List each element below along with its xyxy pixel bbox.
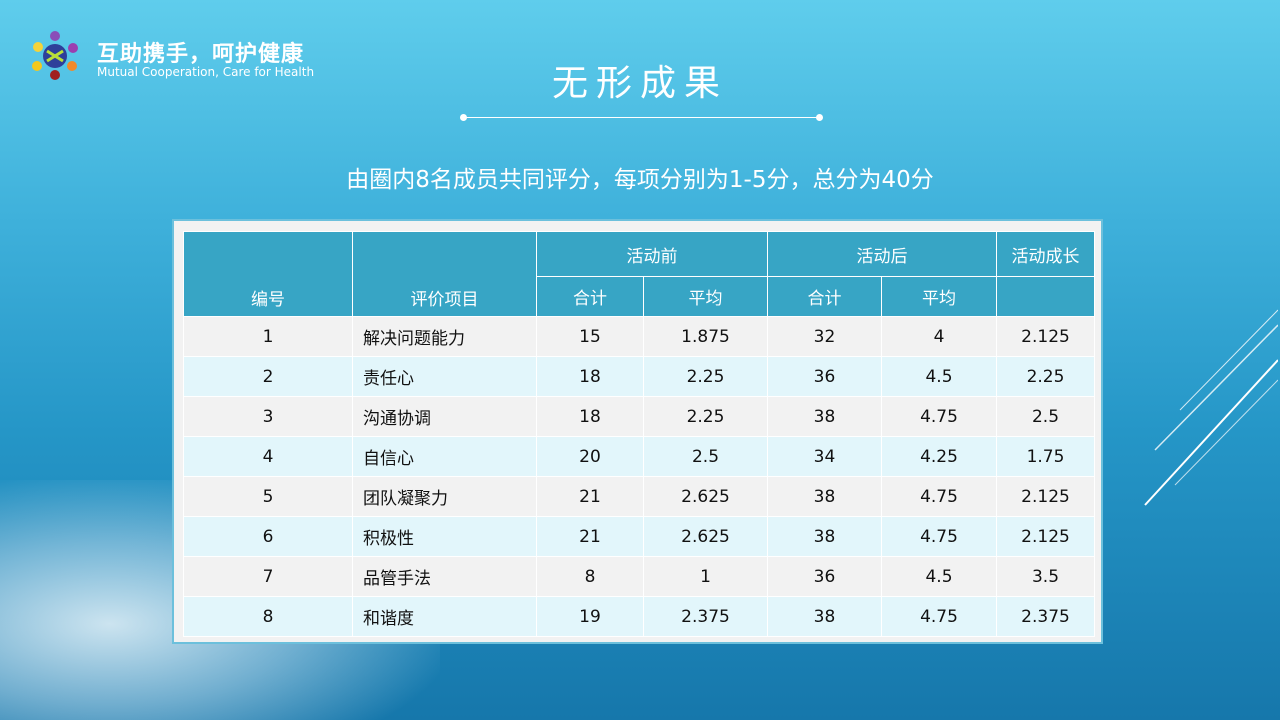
cell-before-avg: 2.5 xyxy=(643,436,768,477)
cell-id: 7 xyxy=(183,556,353,597)
cell-before-total: 18 xyxy=(536,396,644,437)
cell-after-total: 36 xyxy=(767,356,882,397)
cell-after-avg: 4.75 xyxy=(881,396,997,437)
cell-id: 6 xyxy=(183,516,353,557)
cell-item: 团队凝聚力 xyxy=(352,476,537,517)
cell-id: 2 xyxy=(183,356,353,397)
cell-growth: 2.375 xyxy=(996,596,1095,637)
cell-after-avg: 4 xyxy=(881,316,997,357)
cell-after-avg: 4.75 xyxy=(881,476,997,517)
brand-slogan: Mutual Cooperation, Care for Health xyxy=(97,65,315,79)
subtitle: 由圈内8名成员共同评分，每项分别为1-5分，总分为40分 xyxy=(346,167,934,193)
header-before: 活动前 xyxy=(536,231,768,277)
cell-growth: 2.5 xyxy=(996,396,1095,437)
cell-after-total: 38 xyxy=(767,516,882,557)
cell-item: 品管手法 xyxy=(352,556,537,597)
brand-name: 互助携手，呵护健康 xyxy=(97,42,305,67)
cell-growth: 1.75 xyxy=(996,436,1095,477)
cell-item: 解决问题能力 xyxy=(352,316,537,357)
evaluation-table: 编号 评价项目 活动前 活动后 活动成长 合计 平均 合计 平均 1 解决问题能力… xyxy=(183,231,1095,637)
cell-item: 自信心 xyxy=(352,436,537,477)
divider-dot xyxy=(460,114,467,121)
cell-before-avg: 1.875 xyxy=(643,316,768,357)
table-row: 7 品管手法 8 1 36 4.5 3.5 xyxy=(183,556,1095,597)
cell-before-total: 21 xyxy=(536,476,644,517)
cell-after-avg: 4.75 xyxy=(881,596,997,637)
header-growth: 活动成长 xyxy=(996,231,1095,277)
cell-id: 8 xyxy=(183,596,353,637)
cell-item: 积极性 xyxy=(352,516,537,557)
header-before-avg: 平均 xyxy=(643,276,768,317)
cell-before-avg: 1 xyxy=(643,556,768,597)
cell-after-total: 32 xyxy=(767,316,882,357)
cell-before-avg: 2.625 xyxy=(643,516,768,557)
header-before-total: 合计 xyxy=(536,276,644,317)
cell-id: 5 xyxy=(183,476,353,517)
table-row: 4 自信心 20 2.5 34 4.25 1.75 xyxy=(183,436,1095,477)
cell-id: 1 xyxy=(183,316,353,357)
cell-after-avg: 4.75 xyxy=(881,516,997,557)
cell-after-avg: 4.5 xyxy=(881,556,997,597)
header-after-total: 合计 xyxy=(767,276,882,317)
cell-before-avg: 2.375 xyxy=(643,596,768,637)
cell-after-total: 38 xyxy=(767,476,882,517)
cell-growth: 3.5 xyxy=(996,556,1095,597)
cell-before-avg: 2.25 xyxy=(643,396,768,437)
cell-growth: 2.125 xyxy=(996,476,1095,517)
table-row: 2 责任心 18 2.25 36 4.5 2.25 xyxy=(183,356,1095,397)
table-row: 3 沟通协调 18 2.25 38 4.75 2.5 xyxy=(183,396,1095,437)
table-row: 6 积极性 21 2.625 38 4.75 2.125 xyxy=(183,516,1095,557)
divider-dot xyxy=(816,114,823,121)
cell-after-avg: 4.25 xyxy=(881,436,997,477)
header-after-avg: 平均 xyxy=(881,276,997,317)
table-panel: 编号 评价项目 活动前 活动后 活动成长 合计 平均 合计 平均 1 解决问题能力… xyxy=(172,219,1103,644)
cell-growth: 2.125 xyxy=(996,516,1095,557)
cell-item: 责任心 xyxy=(352,356,537,397)
cell-item: 沟通协调 xyxy=(352,396,537,437)
logo-icon xyxy=(32,31,78,80)
cell-after-total: 38 xyxy=(767,396,882,437)
header-item: 评价项目 xyxy=(352,231,537,317)
cell-item: 和谐度 xyxy=(352,596,537,637)
cell-before-avg: 2.625 xyxy=(643,476,768,517)
cell-id: 4 xyxy=(183,436,353,477)
page-title: 无形成果 xyxy=(551,63,728,104)
header-growth-blank xyxy=(996,276,1095,317)
cell-growth: 2.25 xyxy=(996,356,1095,397)
cell-before-total: 20 xyxy=(536,436,644,477)
cell-after-total: 38 xyxy=(767,596,882,637)
decorative-diagonal-lines xyxy=(1144,309,1278,506)
cell-before-total: 8 xyxy=(536,556,644,597)
cell-before-total: 21 xyxy=(536,516,644,557)
cell-growth: 2.125 xyxy=(996,316,1095,357)
cell-before-avg: 2.25 xyxy=(643,356,768,397)
table-row: 8 和谐度 19 2.375 38 4.75 2.375 xyxy=(183,596,1095,637)
header-after: 活动后 xyxy=(767,231,997,277)
cell-after-total: 34 xyxy=(767,436,882,477)
title-divider xyxy=(463,117,819,118)
table-row: 5 团队凝聚力 21 2.625 38 4.75 2.125 xyxy=(183,476,1095,517)
cell-before-total: 18 xyxy=(536,356,644,397)
cell-after-avg: 4.5 xyxy=(881,356,997,397)
table-row: 1 解决问题能力 15 1.875 32 4 2.125 xyxy=(183,316,1095,357)
header-id: 编号 xyxy=(183,231,353,317)
cell-id: 3 xyxy=(183,396,353,437)
cell-before-total: 15 xyxy=(536,316,644,357)
cell-before-total: 19 xyxy=(536,596,644,637)
cell-after-total: 36 xyxy=(767,556,882,597)
